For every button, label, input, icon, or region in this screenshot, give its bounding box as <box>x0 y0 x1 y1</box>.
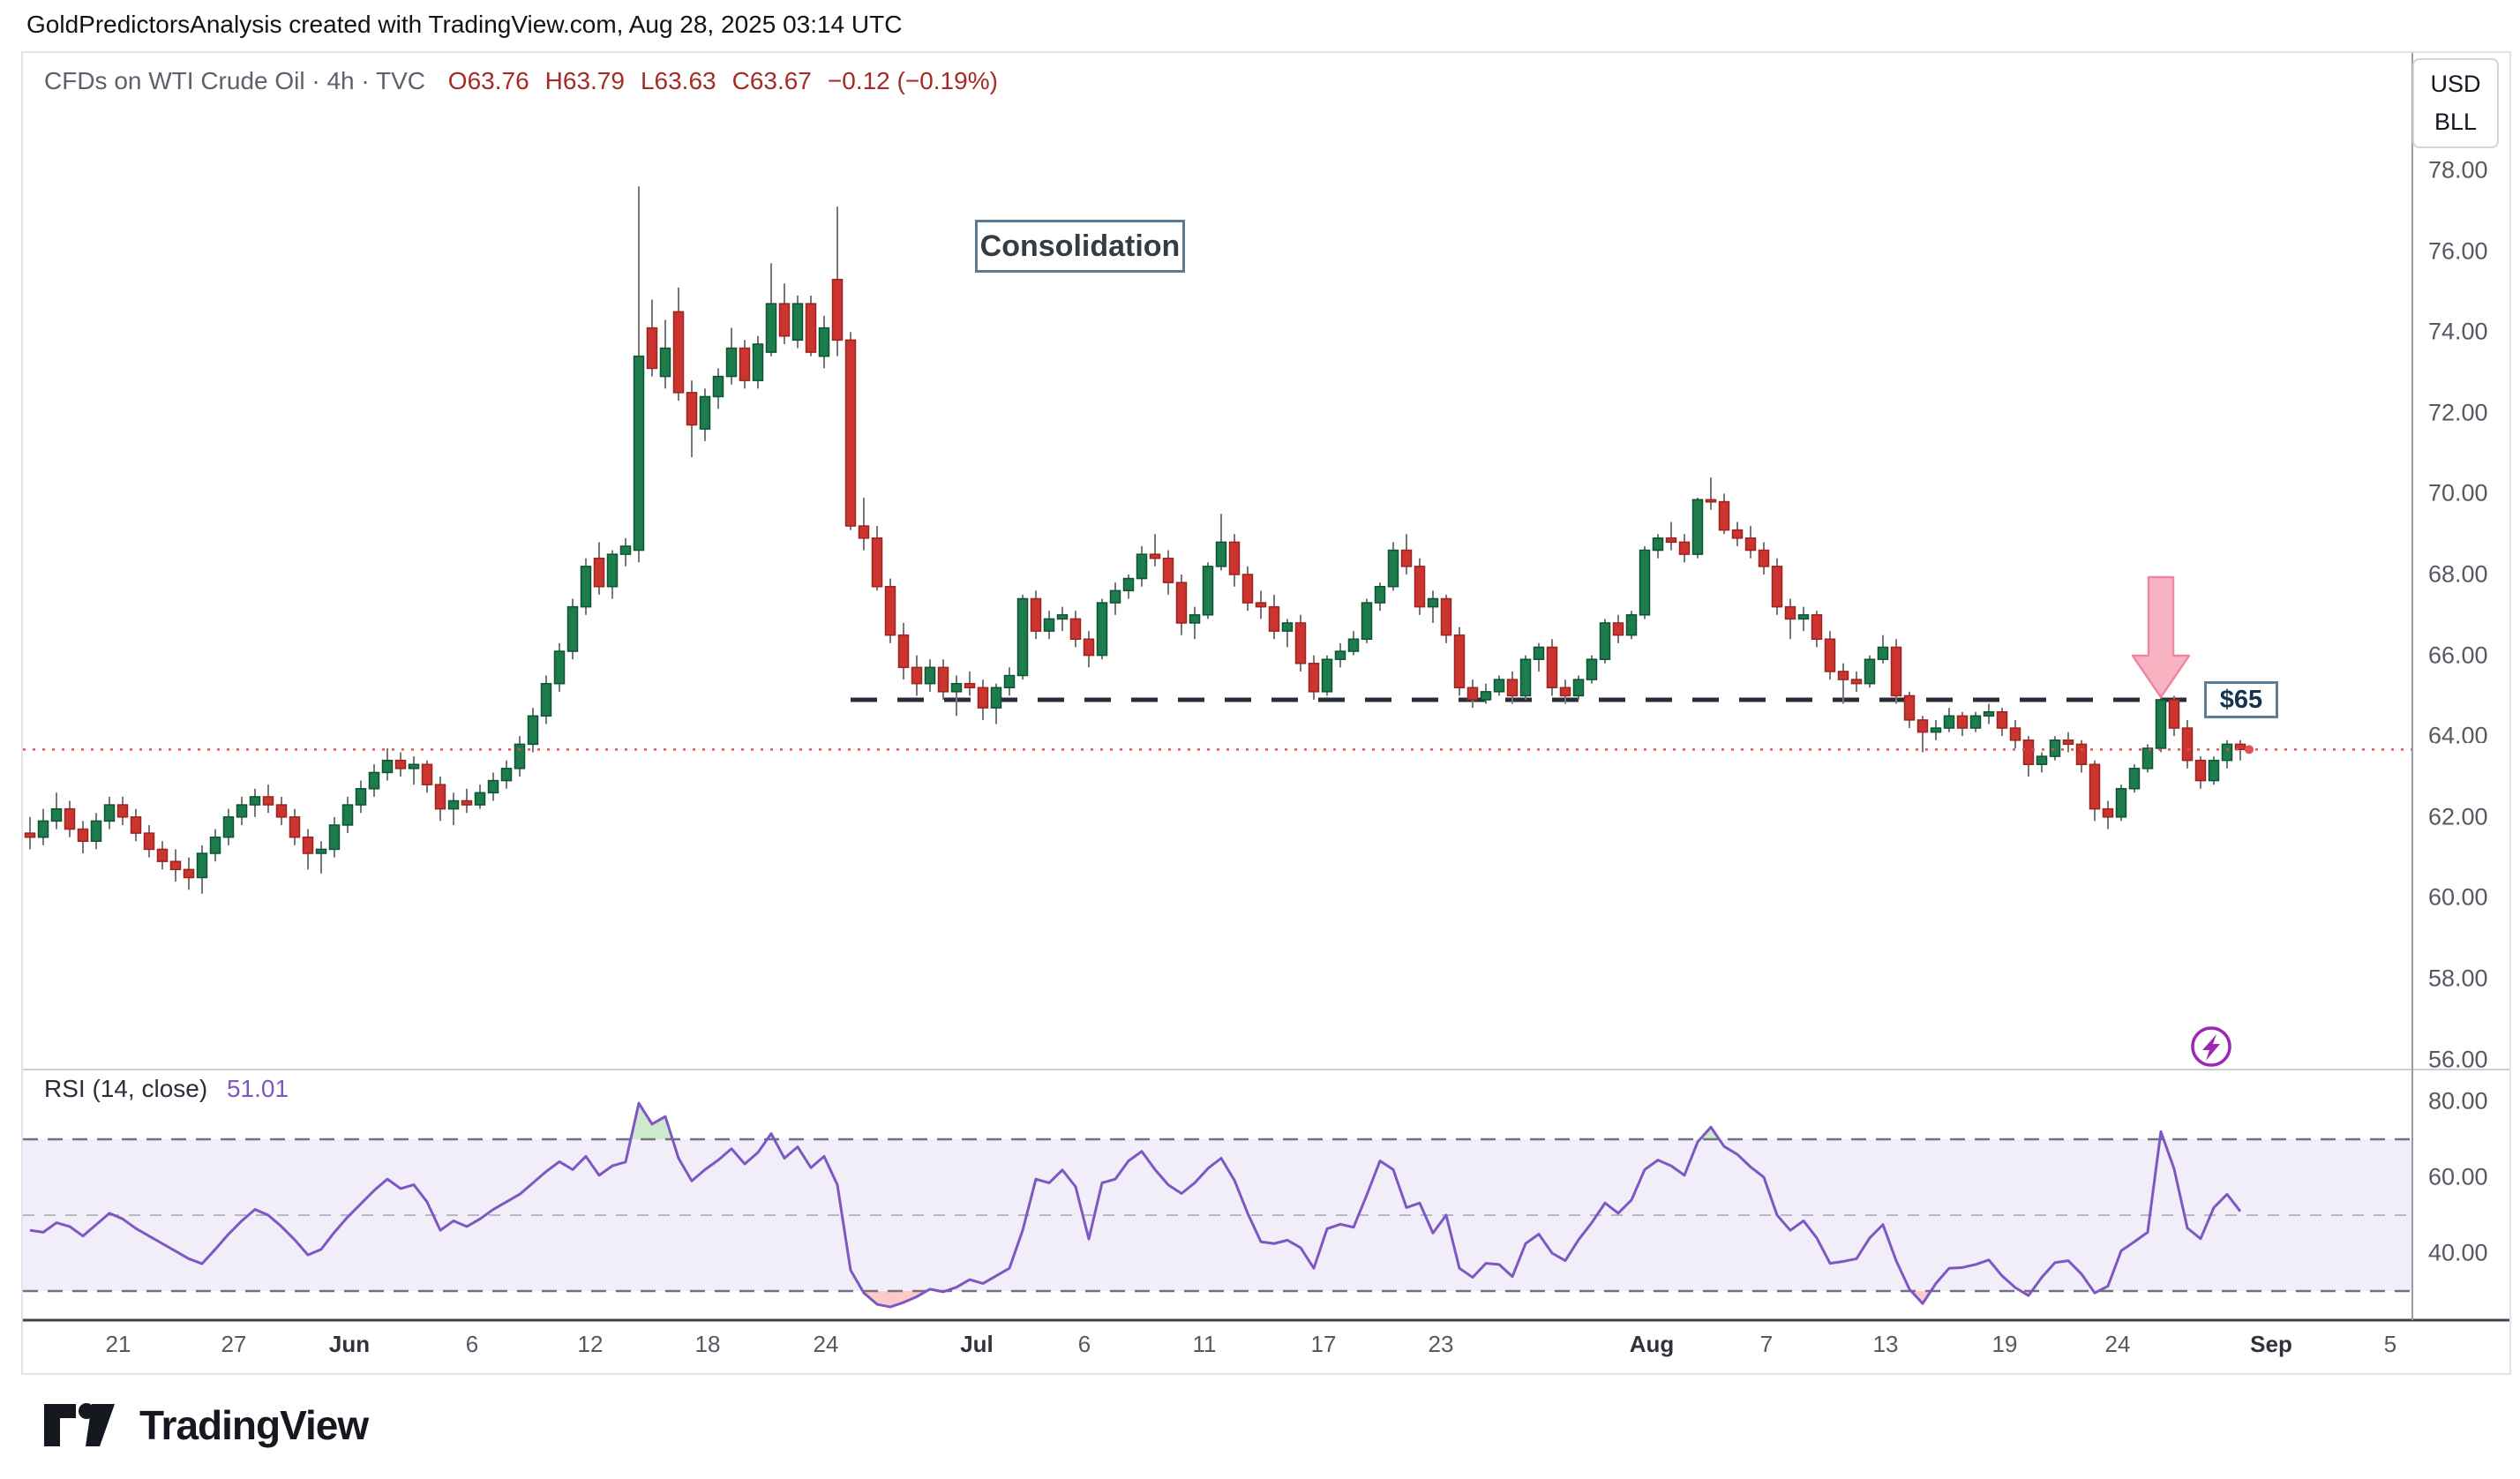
currency-unit-box: USD BLL <box>2412 58 2499 148</box>
rsi-tick: 60.00 <box>2428 1163 2488 1190</box>
time-tick: 12 <box>577 1331 604 1357</box>
rsi-value: 51.01 <box>226 1075 289 1102</box>
time-tick: 27 <box>221 1331 247 1357</box>
price-tick: 76.00 <box>2428 237 2488 265</box>
price-chart-canvas[interactable] <box>23 53 2509 1373</box>
rsi-title: RSI (14, close) <box>44 1075 208 1102</box>
change-value: −0.12 (−0.19%) <box>827 67 998 94</box>
time-tick: Jul <box>960 1331 994 1357</box>
time-tick: 5 <box>2383 1331 2397 1357</box>
symbol-legend[interactable]: CFDs on WTI Crude Oil · 4h · TVC O63.76 H… <box>44 67 998 95</box>
price-tick: 66.00 <box>2428 642 2488 669</box>
price-tick: 60.00 <box>2428 883 2488 911</box>
last-price-badge: 63.67 <box>2425 738 2490 767</box>
time-tick: 18 <box>694 1331 721 1357</box>
time-tick: 23 <box>1428 1331 1454 1357</box>
time-tick: Jun <box>328 1331 371 1357</box>
price-tick: 58.00 <box>2428 965 2488 992</box>
time-tick: 7 <box>1759 1331 1774 1357</box>
open-value: O63.76 <box>447 67 529 94</box>
chart-widget: CFDs on WTI Crude Oil · 4h · TVC O63.76 H… <box>21 51 2511 1375</box>
price-tick: 56.00 <box>2428 1046 2488 1073</box>
price-tick: 72.00 <box>2428 399 2488 426</box>
price-tick: 74.00 <box>2428 318 2488 345</box>
rsi-tick: 80.00 <box>2428 1087 2488 1115</box>
consolidation-annotation[interactable]: Consolidation <box>975 220 1185 273</box>
time-tick: Aug <box>1629 1331 1675 1357</box>
currency-label: USD <box>2430 71 2481 97</box>
time-tick: 19 <box>1991 1331 2018 1357</box>
level-65-label[interactable]: $65 <box>2204 681 2278 718</box>
time-tick: 6 <box>1077 1331 1091 1357</box>
price-tick: 64.00 <box>2428 722 2488 749</box>
time-tick: 13 <box>1872 1331 1899 1357</box>
time-tick: Sep <box>2250 1331 2292 1357</box>
close-value: C63.67 <box>731 67 812 94</box>
price-tick: 78.00 <box>2428 156 2488 184</box>
high-value: H63.79 <box>544 67 625 94</box>
time-tick: 6 <box>465 1331 479 1357</box>
price-tick: 70.00 <box>2428 479 2488 507</box>
time-tick: 11 <box>1192 1331 1217 1357</box>
price-tick: 68.00 <box>2428 560 2488 588</box>
rsi-tick: 40.00 <box>2428 1239 2488 1266</box>
time-tick: 21 <box>105 1331 131 1357</box>
low-value: L63.63 <box>640 67 716 94</box>
tradingview-wordmark: TradingView <box>139 1402 369 1448</box>
time-tick: 17 <box>1310 1331 1337 1357</box>
tradingview-glyph <box>44 1403 115 1446</box>
ohlc-values: O63.76 H63.79 L63.63 C63.67 −0.12 (−0.19%) <box>432 67 998 94</box>
time-tick: 24 <box>813 1331 839 1357</box>
unit-label: BLL <box>2434 109 2478 135</box>
tradingview-logo[interactable]: TradingView <box>42 1401 369 1449</box>
symbol-title: CFDs on WTI Crude Oil · 4h · TVC <box>44 67 426 94</box>
time-tick: 24 <box>2104 1331 2131 1357</box>
rsi-legend[interactable]: RSI (14, close) 51.01 <box>44 1075 289 1103</box>
price-tick: 62.00 <box>2428 803 2488 830</box>
attribution-text: GoldPredictorsAnalysis created with Trad… <box>26 11 903 38</box>
